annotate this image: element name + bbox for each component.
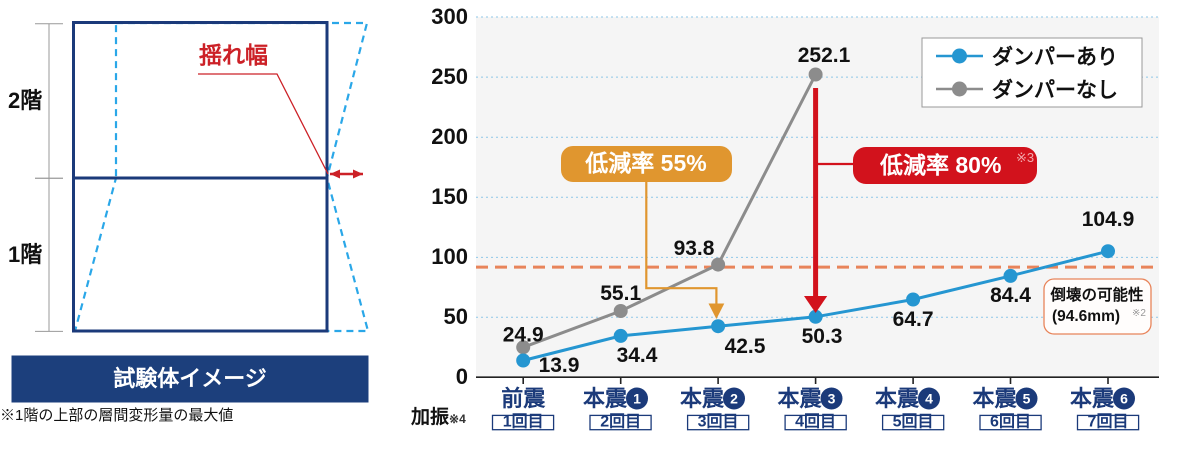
svg-text:6: 6 [1120,391,1128,407]
svg-text:4回目: 4回目 [795,413,836,431]
svg-text:55.1: 55.1 [600,282,641,305]
svg-text:4: 4 [925,391,933,407]
svg-text:300: 300 [431,4,468,29]
svg-text:前震: 前震 [501,386,546,411]
svg-text:2回目: 2回目 [600,413,641,431]
svg-text:252.1: 252.1 [798,44,851,67]
svg-text:3: 3 [828,391,836,407]
svg-text:低減率 80%: 低減率 80% [879,152,1001,178]
svg-text:5回目: 5回目 [893,413,934,431]
svg-text:(94.6mm): (94.6mm) [1052,308,1120,325]
svg-text:64.7: 64.7 [893,308,934,331]
svg-text:24.9: 24.9 [503,324,544,347]
svg-text:50: 50 [444,304,468,329]
svg-text:本震: 本震 [972,386,1017,411]
svg-text:2: 2 [730,391,738,407]
svg-text:※3: ※3 [1016,150,1034,165]
svg-text:5: 5 [1023,391,1031,407]
svg-text:250: 250 [431,64,468,89]
svg-text:加振※4: 加振※4 [410,405,466,428]
svg-text:ダンパーあり: ダンパーあり [992,45,1118,69]
svg-text:200: 200 [431,124,468,149]
svg-text:13.9: 13.9 [539,354,580,377]
svg-text:84.4: 84.4 [990,284,1031,307]
svg-text:50.3: 50.3 [802,325,843,348]
svg-text:本震: 本震 [1070,386,1115,411]
svg-text:0: 0 [456,364,468,389]
svg-text:本震: 本震 [875,386,920,411]
svg-text:42.5: 42.5 [725,335,766,358]
svg-text:100: 100 [431,244,468,269]
svg-text:本震: 本震 [680,386,725,411]
svg-text:93.8: 93.8 [674,237,715,260]
svg-text:※2: ※2 [1132,308,1146,319]
svg-text:倒壊の可能性: 倒壊の可能性 [1049,285,1144,304]
svg-text:本震: 本震 [777,386,822,411]
svg-text:1回目: 1回目 [503,413,544,431]
svg-text:34.4: 34.4 [617,344,658,367]
svg-text:6回目: 6回目 [990,413,1031,431]
svg-text:低減率 55%: 低減率 55% [584,150,706,176]
svg-text:ダンパーなし: ダンパーなし [992,78,1118,102]
svg-text:150: 150 [431,184,468,209]
svg-text:1: 1 [633,391,641,407]
svg-text:3回目: 3回目 [698,413,739,431]
svg-text:7回目: 7回目 [1088,413,1129,431]
svg-text:本震: 本震 [583,386,628,411]
svg-text:104.9: 104.9 [1082,208,1135,231]
